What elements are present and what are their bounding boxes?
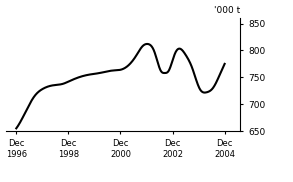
Text: '000 t: '000 t <box>214 6 240 15</box>
